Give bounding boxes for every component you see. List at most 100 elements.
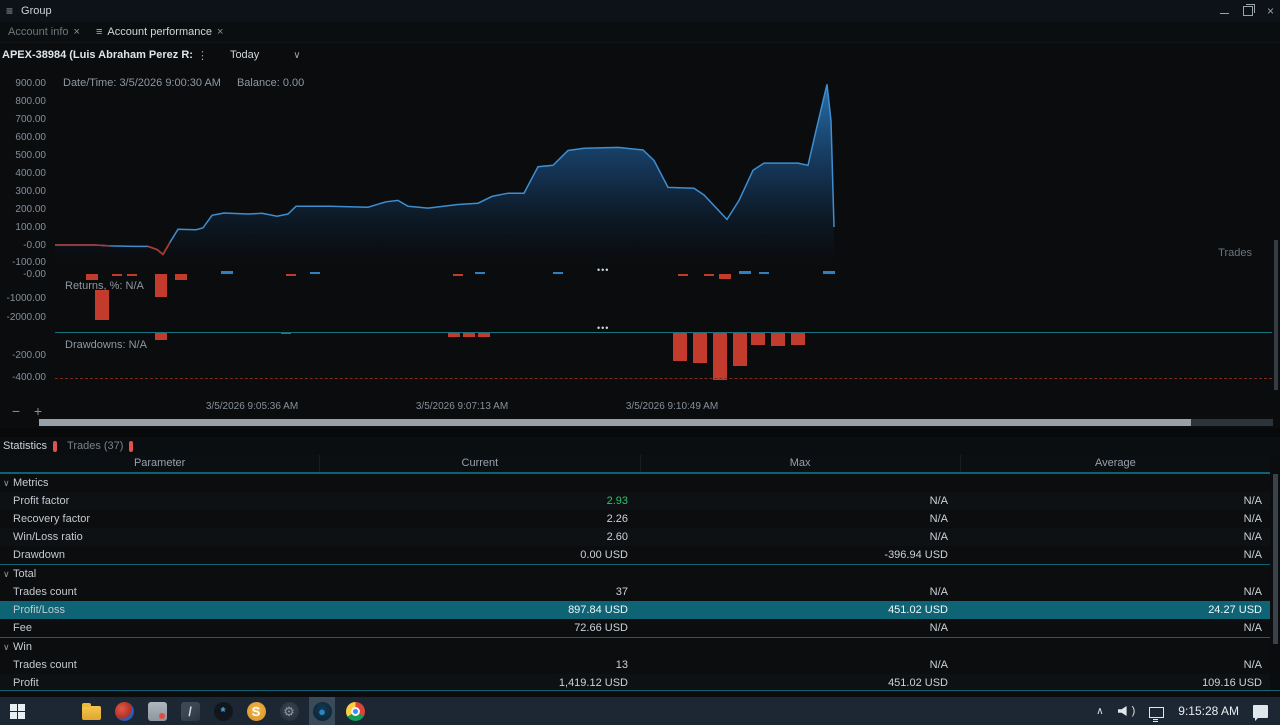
screenshot-app-button[interactable]	[144, 697, 170, 725]
clock[interactable]: 9:15:28 AM	[1178, 704, 1239, 718]
chart-bar	[448, 332, 460, 337]
window-title: Group	[21, 5, 52, 17]
menu-hamburger-icon[interactable]: ≡	[6, 4, 14, 18]
panel-divider[interactable]	[0, 428, 1280, 437]
table-row[interactable]: Drawdown 0.00 USD -396.94 USD N/A	[0, 546, 1270, 564]
title-bar[interactable]: ≡ Group ×	[0, 0, 1280, 22]
trading-app-button[interactable]: ●	[309, 697, 335, 725]
column-header-average[interactable]: Average	[1094, 457, 1136, 469]
tab-account-performance[interactable]: ≡ Account performance ×	[88, 22, 231, 42]
y-axis-tick-label: 100.00	[15, 222, 46, 233]
gear-app-button[interactable]: ⚙	[276, 697, 302, 725]
restore-button[interactable]	[1242, 4, 1255, 16]
average-cell: N/A	[1243, 586, 1262, 598]
tab-trades[interactable]: Trades (37)	[64, 440, 140, 452]
performance-chart[interactable]: 900.00 800.00 700.00 600.00 500.00 400.00 300.…	[0, 0, 1280, 440]
y-axis-tick-label: 200.00	[15, 204, 46, 215]
chevron-down-icon: ∨	[293, 49, 301, 61]
current-cell: 897.84 USD	[568, 604, 628, 616]
file-explorer-button[interactable]	[78, 697, 104, 725]
current-cell: 2.26	[606, 513, 628, 525]
average-cell: N/A	[1243, 622, 1262, 634]
trades-axis-label: Trades	[1218, 247, 1252, 259]
table-row[interactable]: Profit/Loss 897.84 USD 451.02 USD 24.27 …	[0, 601, 1270, 619]
windows-taskbar: / * S ⚙ ● ∧ ) 9:15:28 AM	[0, 697, 1280, 725]
table-row[interactable]: Recovery factor 2.26 N/A N/A	[0, 510, 1270, 528]
collapse-caret-icon[interactable]: ∨	[3, 642, 10, 652]
column-header-max[interactable]: Max	[641, 455, 961, 472]
collapse-caret-icon[interactable]: ∨	[3, 569, 10, 579]
zoom-out-button[interactable]: −	[11, 403, 21, 419]
chart-bar	[155, 332, 167, 340]
chart-bar	[155, 274, 167, 298]
table-vertical-scrollbar[interactable]	[1273, 474, 1278, 644]
table-row[interactable]: Win/Loss ratio 2.60 N/A N/A	[0, 528, 1270, 546]
y-axis-tick-label: 500.00	[15, 150, 46, 161]
y-axis-tick-label: 700.00	[15, 114, 46, 125]
close-window-button[interactable]: ×	[1266, 4, 1274, 18]
close-tab-icon[interactable]: ×	[216, 26, 224, 38]
chrome-button[interactable]	[342, 697, 368, 725]
collapse-caret-icon[interactable]: ∨	[3, 478, 10, 488]
chart-bar	[221, 270, 233, 274]
max-cell: N/A	[929, 659, 948, 671]
column-header-current[interactable]: Current	[320, 455, 641, 472]
close-tab-icon[interactable]: ×	[73, 26, 80, 38]
chart-bar	[281, 332, 291, 334]
y-axis-tick-label: -2000.00	[6, 312, 46, 323]
cleaner-broom-app-button[interactable]: /	[177, 697, 203, 725]
tab-account-info[interactable]: Account info ×	[0, 22, 88, 42]
kebab-menu-icon[interactable]: ⋮	[196, 49, 208, 62]
average-cell: N/A	[1243, 531, 1262, 543]
scrollbar-thumb[interactable]	[39, 419, 1191, 426]
minimize-button[interactable]	[1219, 5, 1229, 17]
trading-app-icon: ●	[312, 701, 332, 721]
statistics-table-header: Parameter Current Max Average	[0, 455, 1270, 473]
tab-label: Statistics	[3, 440, 48, 452]
chart-bar	[713, 332, 727, 380]
table-row[interactable]: Profit 1,419.12 USD 451.02 USD 109.16 US…	[0, 674, 1270, 692]
parameter-cell: Recovery factor	[13, 513, 91, 525]
chart-bar	[86, 274, 98, 280]
sparkle-app-button[interactable]: *	[210, 697, 236, 725]
account-selector[interactable]: APEX-38984 (Luis Abraham Perez R:	[2, 49, 193, 61]
crosshair-info: Date/Time: 3/5/2026 9:00:30 AM Balance: 0…	[63, 77, 304, 89]
table-row[interactable]: Profit factor 2.93 N/A N/A	[0, 492, 1270, 510]
period-value: Today	[229, 49, 260, 61]
chart-bar	[678, 274, 688, 276]
y-axis-tick-label: -0.00	[23, 269, 46, 280]
chart-bar	[823, 270, 835, 274]
application-window: ≡ Group × Account info × ≡ Account perfo…	[0, 0, 1280, 697]
table-row[interactable]: Trades count 37 N/A N/A	[0, 583, 1270, 601]
tab-hamburger-icon[interactable]: ≡	[95, 26, 103, 38]
table-group-row-total[interactable]: ∨ Total	[0, 564, 1270, 583]
tab-statistics[interactable]: Statistics	[0, 440, 64, 452]
notification-center-icon[interactable]	[1253, 704, 1268, 721]
column-header-parameter[interactable]: Parameter	[0, 455, 321, 472]
table-group-row-metrics[interactable]: ∨ Metrics	[0, 473, 1270, 492]
balance-value: Balance: 0.00	[236, 77, 305, 89]
start-button[interactable]	[0, 697, 34, 725]
y-axis-tick-label: 600.00	[15, 132, 46, 143]
table-group-row-win[interactable]: ∨ Win	[0, 637, 1270, 656]
table-bottom-separator	[0, 690, 1280, 691]
max-cell: N/A	[929, 586, 948, 598]
period-dropdown[interactable]: Today ∨	[230, 49, 301, 61]
volume-icon[interactable]: )	[1117, 705, 1135, 717]
shield-s-app-button[interactable]: S	[243, 697, 269, 725]
taskbar-apps: / * S ⚙ ●	[78, 697, 368, 725]
tab-label: Account info	[8, 26, 69, 38]
zoom-in-button[interactable]: +	[33, 403, 43, 419]
table-row[interactable]: Trades count 13 N/A N/A	[0, 656, 1270, 674]
chart-horizontal-scrollbar[interactable]	[0, 419, 1280, 426]
chart-bar	[553, 271, 563, 274]
hidden-icons-chevron-icon[interactable]: ∧	[1096, 705, 1104, 717]
media-orb-app-button[interactable]	[111, 697, 137, 725]
chart-bar	[127, 274, 137, 276]
current-cell: 2.60	[606, 531, 628, 543]
max-cell: N/A	[929, 622, 948, 634]
average-cell: N/A	[1243, 659, 1262, 671]
network-icon[interactable]	[1149, 706, 1165, 720]
table-row[interactable]: Fee 72.66 USD N/A N/A	[0, 619, 1270, 637]
chart-vertical-scrollbar[interactable]	[1274, 240, 1278, 390]
